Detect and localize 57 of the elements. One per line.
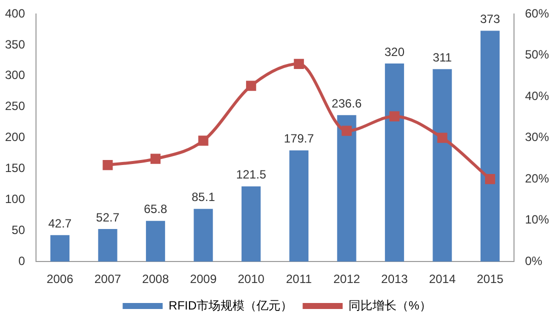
x-tick-label: 2006 [46, 272, 74, 286]
x-tick-label: 2008 [142, 272, 170, 286]
y-tick-label: 50 [12, 222, 26, 237]
bar [242, 186, 261, 262]
x-tick-label: 2007 [94, 272, 122, 286]
data-label: 52.7 [96, 210, 120, 224]
y-tick-label: 150 [4, 161, 26, 176]
data-label: 85.1 [192, 190, 216, 204]
x-tick-label: 2011 [286, 272, 312, 286]
x-tick-label: 2010 [238, 272, 265, 286]
data-label: 42.7 [48, 216, 72, 230]
y-tick-label: 100 [4, 192, 26, 206]
y-tick-label: 0 [18, 254, 26, 268]
x-tick-label: 2014 [428, 272, 456, 286]
bar [337, 115, 356, 262]
data-label: 236.6 [332, 96, 362, 110]
y2-tick-label: 50% [524, 48, 550, 62]
x-tick-label: 2013 [381, 272, 408, 286]
point [342, 126, 352, 136]
point [485, 174, 496, 184]
y-tick-label: 300 [4, 68, 26, 82]
point [437, 132, 448, 143]
bar [384, 64, 404, 262]
bar [289, 150, 308, 262]
point [198, 136, 208, 146]
x-tick-label: 2015 [476, 272, 504, 286]
data-label: 65.8 [144, 202, 168, 216]
bar [480, 30, 500, 262]
point [246, 80, 256, 91]
legend-label: RFID市场规模（亿元） [168, 298, 293, 312]
y2-tick-label: 60% [524, 6, 550, 20]
y-tick-label: 200 [4, 130, 26, 144]
data-label: 373 [480, 12, 500, 26]
data-label: 121.5 [236, 168, 266, 182]
data-label: 179.7 [284, 132, 314, 146]
data-label: 320 [384, 44, 405, 59]
x-tick-label: 2012 [333, 272, 360, 286]
point [150, 154, 161, 164]
y2-tick-label: 30% [524, 130, 550, 144]
bar [432, 69, 452, 262]
y-tick-label: 250 [4, 99, 26, 114]
y2-tick-label: 10% [524, 212, 550, 227]
y-tick-label: 350 [4, 37, 26, 52]
data-label: 311 [432, 50, 452, 64]
bar [146, 220, 166, 262]
legend-label: 同比增长（%） [348, 298, 432, 312]
point [102, 160, 113, 170]
bar [98, 228, 118, 262]
y-tick-label: 400 [4, 6, 26, 20]
bar [194, 208, 213, 262]
y2-tick-label: 40% [524, 88, 550, 103]
bar [50, 235, 70, 262]
y2-tick-label: 0% [524, 254, 543, 268]
x-tick-label: 2009 [190, 272, 217, 286]
point [389, 111, 400, 122]
point [294, 58, 304, 69]
y2-tick-label: 20% [524, 171, 550, 186]
